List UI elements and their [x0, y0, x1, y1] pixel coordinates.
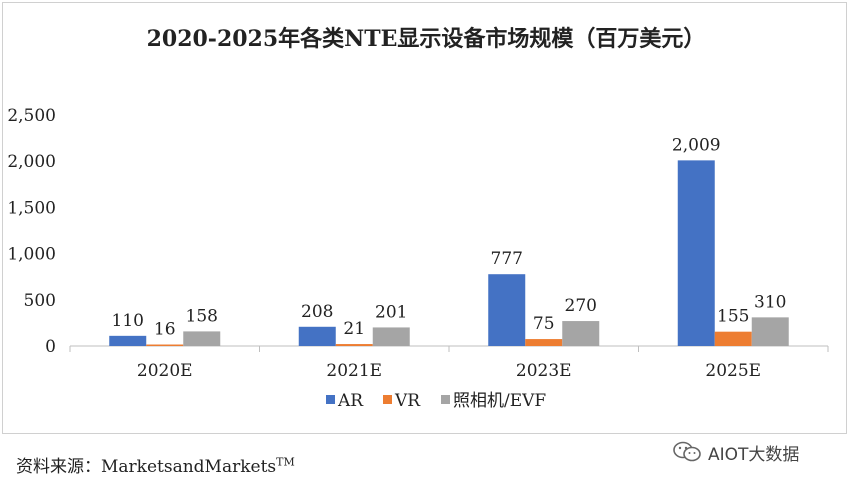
data-label: 270 [565, 296, 597, 316]
data-label: 2,009 [672, 135, 721, 155]
y-tick-label: 0 [45, 337, 56, 357]
data-label: 16 [154, 320, 176, 340]
data-label: 110 [112, 311, 144, 331]
trademark-sup: TM [276, 455, 295, 469]
bar-ar [488, 274, 526, 346]
legend-swatch [441, 395, 450, 404]
bar-vr [714, 331, 752, 346]
chart-title: 2020-2025年各类NTE显示设备市场规模（百万美元） [147, 26, 706, 52]
bar-vr [335, 344, 373, 346]
source-note: 资料来源：MarketsandMarketsTM [16, 452, 295, 477]
source-text: 资料来源：MarketsandMarkets [16, 457, 277, 477]
y-tick-label: 500 [24, 291, 56, 311]
data-label: 208 [301, 302, 333, 322]
x-tick-label: 2025E [705, 361, 761, 381]
data-label: 777 [491, 249, 523, 269]
data-label: 155 [717, 307, 749, 327]
data-label: 310 [754, 292, 786, 312]
y-tick-label: 2,500 [7, 106, 56, 126]
bar-evf [372, 327, 410, 346]
x-tick-label: 2020E [137, 361, 193, 381]
bar-evf [183, 331, 221, 346]
x-tick-label: 2023E [516, 361, 572, 381]
legend-swatch [326, 395, 335, 404]
legend-label: 照相机/EVF [453, 391, 546, 411]
y-tick-label: 2,000 [7, 152, 56, 172]
watermark: AIOT大数据 [672, 440, 800, 465]
bar-ar [298, 326, 336, 346]
data-label: 75 [533, 314, 555, 334]
bar-evf [562, 321, 600, 346]
chart-frame [2, 2, 847, 434]
legend-swatch [383, 395, 392, 404]
y-tick-label: 1,000 [7, 245, 56, 265]
data-label: 21 [343, 319, 365, 339]
x-tick-label: 2021E [326, 361, 382, 381]
legend-label: AR [337, 391, 364, 411]
bar-ar [109, 335, 147, 346]
wechat-icon [673, 441, 701, 462]
bar-vr [146, 344, 184, 346]
bar-ar [677, 160, 715, 346]
data-label: 201 [375, 302, 407, 322]
data-label: 158 [186, 306, 218, 326]
y-tick-label: 1,500 [7, 198, 56, 218]
bar-evf [751, 317, 789, 346]
bar-vr [525, 339, 563, 346]
legend-label: VR [394, 391, 421, 411]
watermark-text: AIOT大数据 [708, 444, 800, 465]
